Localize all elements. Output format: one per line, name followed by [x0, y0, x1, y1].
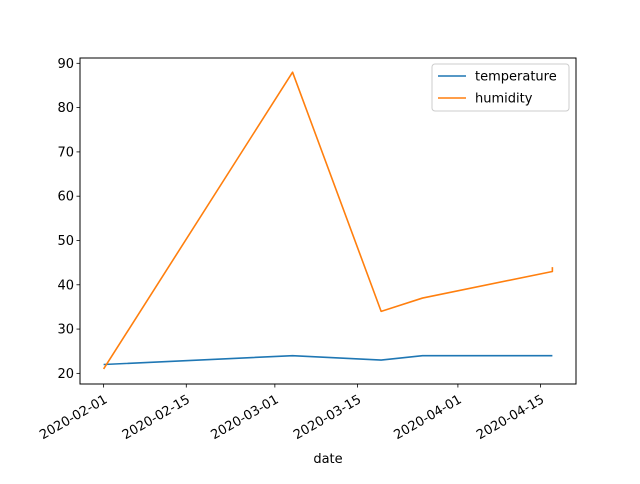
legend-label: humidity: [475, 92, 533, 107]
series-line-humidity: [102, 71, 554, 370]
y-tick-label: 50: [57, 234, 74, 249]
y-tick-label: 60: [57, 190, 74, 205]
legend: temperature humidity: [431, 63, 570, 112]
y-tick-label: 30: [57, 323, 74, 338]
y-tick-label: 40: [57, 278, 74, 293]
y-tick-label: 90: [57, 57, 74, 72]
y-tick-label: 20: [57, 367, 74, 382]
y-tick-label: 80: [57, 101, 74, 116]
legend-label: temperature: [475, 70, 557, 85]
plot-frame: [79, 57, 577, 385]
x-axis-label: date: [313, 452, 342, 467]
y-tick-label: 70: [57, 145, 74, 160]
y-axis: 20 30 40 50 60 70 80 90: [57, 57, 80, 382]
legend-box: [431, 63, 570, 112]
series-layer: [102, 71, 554, 370]
series-line-temperature: [103, 354, 553, 366]
